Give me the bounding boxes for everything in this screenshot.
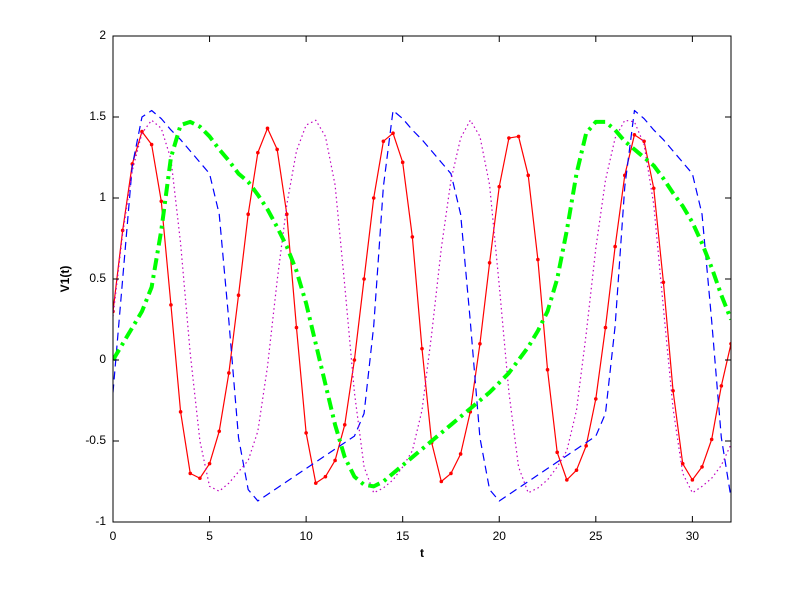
series-marker: [458, 452, 463, 456]
series-marker: [207, 461, 212, 466]
series-line: [113, 119, 731, 489]
series-line: [113, 119, 731, 494]
series-marker: [574, 468, 579, 472]
series-marker: [236, 293, 241, 298]
y-tick-label: 2: [99, 28, 106, 42]
series-marker: [420, 346, 424, 351]
y-tick-label: 1.5: [89, 109, 106, 123]
series-marker: [439, 479, 444, 484]
series-marker: [362, 277, 366, 281]
x-tick-label: 30: [686, 529, 700, 543]
series-marker: [381, 139, 386, 144]
series-marker: [642, 139, 646, 144]
series-marker: [545, 367, 550, 372]
series-line: [113, 109, 731, 502]
series-marker: [178, 410, 183, 414]
series-marker: [149, 142, 154, 147]
series-marker: [690, 478, 695, 482]
series-marker: [516, 134, 521, 139]
series-marker: [140, 129, 144, 134]
series-marker: [371, 196, 376, 200]
y-tick-label: -1: [95, 514, 106, 528]
series-marker: [671, 388, 675, 393]
series-marker: [526, 173, 531, 178]
series-marker: [507, 136, 511, 140]
series-marker: [294, 325, 299, 330]
series-marker: [313, 481, 318, 485]
x-tick-label: 0: [110, 529, 117, 543]
series-marker: [198, 476, 202, 481]
series-marker: [333, 458, 337, 463]
series-marker: [217, 429, 222, 434]
series-marker: [159, 199, 164, 204]
series-marker: [304, 431, 308, 435]
series-marker: [594, 397, 598, 401]
series-marker: [536, 257, 540, 262]
series-marker: [478, 342, 482, 346]
plot-area: [113, 109, 731, 502]
series-marker: [584, 444, 588, 448]
series-marker: [352, 358, 357, 362]
y-tick-label: 0: [99, 352, 106, 366]
series-marker: [265, 126, 270, 131]
series-marker: [632, 133, 637, 137]
series-marker: [130, 162, 135, 166]
series-marker: [719, 384, 724, 388]
series-marker: [555, 450, 559, 455]
series-marker: [323, 474, 328, 479]
x-tick-label: 25: [589, 529, 603, 543]
series-marker: [661, 280, 666, 285]
series-marker: [487, 261, 492, 265]
series-marker: [603, 325, 608, 330]
x-axis-label: t: [420, 546, 424, 560]
x-tick-label: 15: [396, 529, 410, 543]
series-marker: [709, 437, 714, 442]
y-tick-label: -0.5: [85, 433, 106, 447]
series-marker: [449, 471, 453, 476]
series-marker: [651, 186, 656, 191]
x-tick-label: 5: [206, 529, 213, 543]
series-marker: [613, 244, 617, 249]
series-marker: [700, 465, 704, 469]
series-marker: [342, 423, 347, 427]
series-marker: [188, 471, 193, 476]
series-marker: [410, 235, 415, 239]
series-marker: [275, 147, 279, 152]
series-marker: [169, 303, 173, 307]
series-marker: [227, 371, 231, 375]
series-marker: [256, 150, 260, 155]
series-marker: [400, 160, 405, 165]
series-marker: [391, 131, 395, 135]
series-marker: [565, 478, 569, 482]
y-tick-label: 0.5: [89, 271, 106, 285]
x-tick-label: 20: [493, 529, 507, 543]
series-marker: [497, 184, 502, 189]
x-tick-label: 10: [299, 529, 313, 543]
y-tick-label: 1: [99, 190, 106, 204]
y-axis-label: V1(t): [58, 266, 72, 293]
series-marker: [246, 212, 250, 216]
series-marker: [680, 461, 685, 466]
